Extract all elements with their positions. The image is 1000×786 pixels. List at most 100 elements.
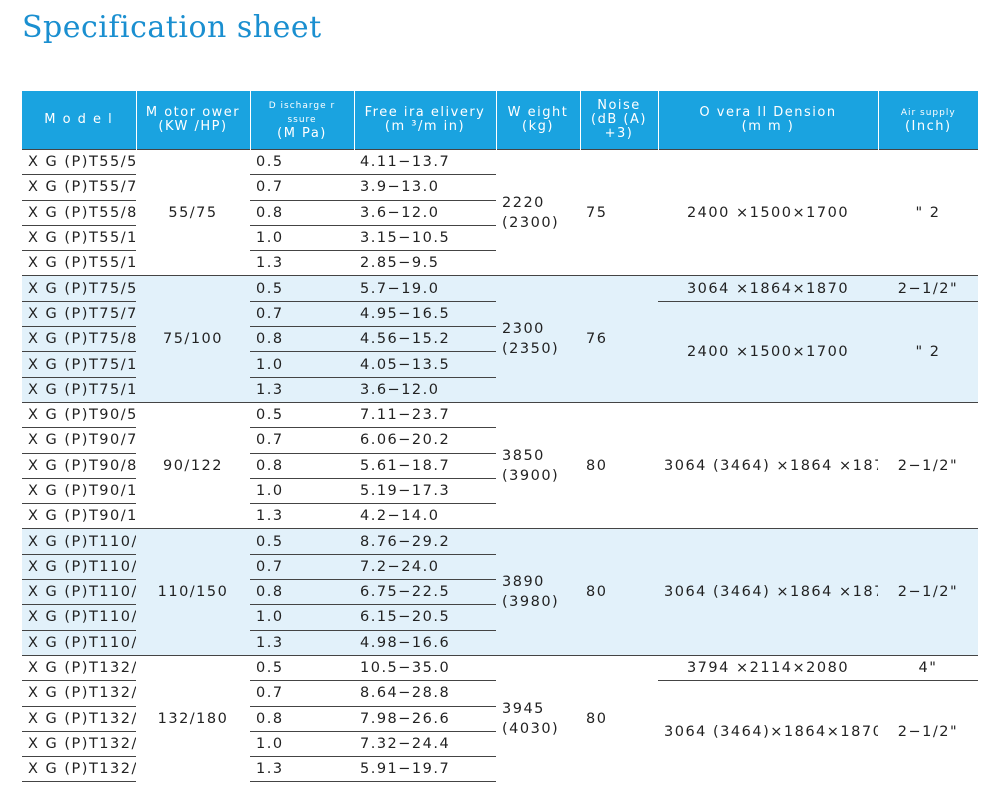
pressure-cell: 1.3	[250, 756, 354, 783]
table-row: X G (P)T75/5 75/100 0.5 5.7−19.0 2300 (2350) 7…	[22, 275, 978, 403]
table-row: X G (P)T110/7 0.77.2−24.0	[22, 554, 978, 581]
pressure-cell: 0.5	[250, 148, 354, 176]
weight-value: 2300	[502, 321, 545, 338]
model-cell: X G (P)T55/10	[22, 225, 136, 252]
dimension-cell: 3064 (3464)×1864×1870	[664, 723, 878, 740]
pressure-cell: 1.3	[250, 503, 354, 530]
air-supply-cell: " 2	[878, 148, 978, 276]
table-row: X G (P)T90/13 1.34.2−14.0	[22, 503, 978, 530]
pressure-cell: 1.0	[250, 225, 354, 252]
flow-cell: 5.91−19.7	[354, 756, 496, 783]
model-cell: X G (P)T132/5	[22, 654, 136, 682]
table-row: X G (P)T55/8 0.8 3.6−12.0	[22, 200, 978, 226]
flow-cell: 7.32−24.4	[354, 731, 496, 758]
header-overall-dimension: O vera ll Dension (m m )	[658, 91, 879, 150]
header-row: M o d e l M otor ower (KW /HP) D ischarg…	[22, 91, 978, 150]
weight-alt-value: (3900)	[502, 467, 560, 484]
weight-cell: 3850 (3900)	[496, 401, 580, 529]
pressure-cell: 0.5	[250, 401, 354, 429]
header-model: M o d e l	[22, 91, 137, 150]
motor-power-cell: 90/122	[136, 401, 250, 529]
dimension-cell: 2400 ×1500×1700	[658, 148, 878, 276]
model-cell: X G (P)T55/5	[22, 148, 136, 176]
model-cell: X G (P)T75/7	[22, 301, 136, 328]
pressure-cell: 1.3	[250, 250, 354, 277]
model-cell: X G (P)T75/5	[22, 275, 136, 302]
air-supply-cell: 2−1/2"	[878, 401, 978, 529]
weight-alt-value: (2350)	[502, 341, 560, 358]
model-cell: X G (P)T75/8	[22, 326, 136, 353]
flow-cell: 4.95−16.5	[354, 301, 496, 328]
header-free-air-delivery: Free ira elivery (m ³/m in)	[354, 91, 497, 150]
header-motor-power: M otor ower (KW /HP)	[136, 91, 251, 150]
noise-cell: 80	[580, 401, 658, 529]
specification-table: M o d e l M otor ower (KW /HP) D ischarg…	[22, 91, 978, 783]
flow-cell: 6.06−20.2	[354, 427, 496, 454]
weight-alt-value: (4030)	[502, 720, 560, 737]
table-row: X G (P)T75/8 0.8 4.56−15.2	[22, 326, 978, 353]
table-row: X G (P)T75/10 1.04.05−13.5	[22, 351, 978, 378]
table-row: X G (P)T55/10 1.03.15−10.5	[22, 225, 978, 252]
pressure-cell: 0.7	[250, 427, 354, 454]
table-row: X G (P)T90/8 0.8 5.61−18.7	[22, 453, 978, 479]
model-cell: X G (P)T110/5	[22, 528, 136, 555]
flow-cell: 4.98−16.6	[354, 630, 496, 656]
weight-cell: 3890 (3980)	[496, 528, 580, 656]
table-row: X G (P)T132/13 1.35.91−19.7	[22, 756, 978, 783]
flow-cell: 10.5−35.0	[354, 654, 496, 682]
table-row: X G (P)T110/13 1.34.98−16.6	[22, 630, 978, 656]
table-row: X G (P)T132/7 0.78.64−28.8 3064 (3464)×186…	[22, 680, 978, 740]
model-cell: X G (P)T110/8	[22, 579, 136, 606]
air-supply-cell: 4"	[878, 654, 978, 682]
pressure-cell: 0.8	[250, 706, 354, 732]
table-row: X G (P)T110/5110/1500.58.76−29.2 3890 (398…	[22, 528, 978, 656]
flow-cell: 3.6−12.0	[354, 377, 496, 403]
pressure-cell: 0.8	[250, 326, 354, 353]
model-cell: X G (P)T75/10	[22, 351, 136, 378]
flow-cell: 7.98−26.6	[354, 706, 496, 732]
table-row: X G (P)T75/13 1.33.6−12.0	[22, 377, 978, 403]
table-row: X G (P)T55/13 1.32.85−9.5	[22, 250, 978, 277]
table-row: X G (P)T110/10 1.06.15−20.5	[22, 604, 978, 631]
model-cell: X G (P)T132/10	[22, 731, 136, 758]
pressure-cell: 1.3	[250, 377, 354, 403]
model-cell: X G (P)T55/7	[22, 174, 136, 201]
pressure-cell: 0.7	[250, 174, 354, 201]
flow-cell: 3.15−10.5	[354, 225, 496, 252]
dimension-cell: 3064 (3464) ×1864 ×1870	[658, 401, 878, 529]
model-cell: X G (P)T90/7	[22, 427, 136, 454]
page-title: Specification sheet	[22, 10, 322, 45]
air-supply-cell: 2−1/2"	[878, 528, 978, 656]
model-cell: X G (P)T110/7	[22, 554, 136, 581]
noise-cell: 80	[580, 528, 658, 656]
weight-cell: 2300 (2350)	[496, 275, 580, 403]
flow-cell: 2.85−9.5	[354, 250, 496, 277]
dimension-cell: 3064 ×1864×1870	[658, 275, 878, 302]
table-row: X G (P)T132/8 0.87.98−26.6	[22, 706, 978, 732]
model-cell: X G (P)T110/10	[22, 604, 136, 631]
pressure-cell: 0.5	[250, 528, 354, 555]
flow-cell: 7.2−24.0	[354, 554, 496, 581]
model-cell: X G (P)T55/13	[22, 250, 136, 277]
flow-cell: 5.61−18.7	[354, 453, 496, 479]
model-cell: X G (P)T90/10	[22, 478, 136, 505]
pressure-cell: 1.0	[250, 604, 354, 631]
air-supply-cell: " 2	[878, 301, 978, 403]
motor-power-cell: 110/150	[136, 528, 250, 656]
flow-cell: 3.9−13.0	[354, 174, 496, 201]
model-cell: X G (P)T55/8	[22, 200, 136, 226]
table-row: X G (P)T90/5 90/122 0.5 7.11−23.7 3850 (3900)…	[22, 401, 978, 529]
table-body: X G (P)T55/5 55/75 0.5 4.11−13.7 2220 (2300) 7…	[22, 148, 978, 783]
table-row: X G (P)T110/8 0.86.75−22.5	[22, 579, 978, 606]
model-cell: X G (P)T110/13	[22, 630, 136, 656]
model-cell: X G (P)T90/5	[22, 401, 136, 429]
model-cell: X G (P)T132/13	[22, 756, 136, 783]
dimension-cell: 3064 (3464) ×1864 ×1870	[658, 528, 878, 656]
table-row: X G (P)T55/7 0.7 3.9−13.0	[22, 174, 978, 201]
model-cell: X G (P)T132/8	[22, 706, 136, 732]
header-discharge-pressure: D ischarge r ssure (M Pa)	[250, 91, 355, 150]
noise-cell: 75	[580, 148, 658, 276]
weight-alt-value: (3980)	[502, 594, 560, 611]
weight-value: 3945	[502, 700, 545, 717]
